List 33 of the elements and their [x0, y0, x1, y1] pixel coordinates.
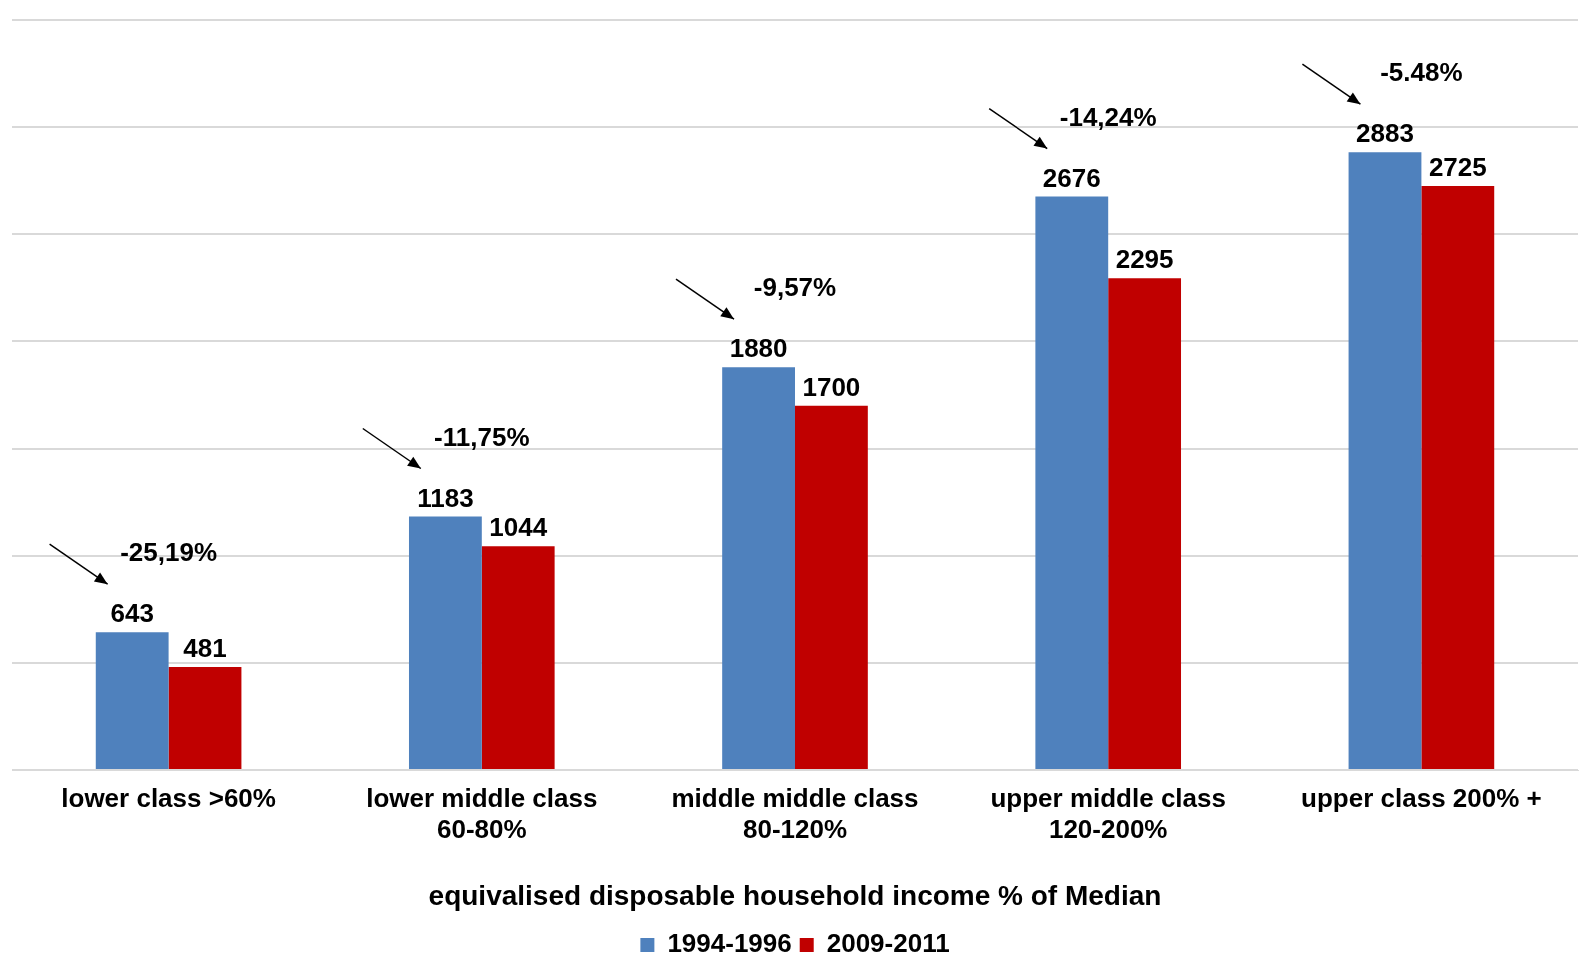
annotation: -5.48% [1380, 57, 1463, 88]
data-label: 2295 [1115, 244, 1174, 275]
bar [95, 632, 169, 769]
data-label: 2676 [1042, 162, 1101, 193]
annotation: -11,75% [434, 421, 530, 452]
x-tick-label: lower middle class 60-80% [366, 782, 598, 844]
data-label: 1880 [729, 333, 788, 364]
data-label: 481 [183, 633, 227, 664]
bar [1348, 152, 1422, 769]
x-tick-label: upper middle class 120-200% [990, 782, 1226, 844]
x-tick-label: middle middle class 80-120% [671, 782, 919, 844]
annotation: -25,19% [120, 537, 218, 568]
data-label: 1700 [802, 371, 861, 402]
x-tick-label: lower class >60% [61, 782, 276, 813]
x-tick-label: upper class 200% + [1301, 782, 1542, 813]
bar [1108, 278, 1182, 769]
data-label: 2883 [1356, 118, 1414, 149]
data-label: 1183 [417, 482, 474, 513]
annotation: -14,24% [1059, 101, 1157, 132]
data-label: 2725 [1428, 152, 1487, 183]
data-label: 643 [110, 598, 154, 629]
bar [795, 405, 868, 769]
bar [481, 546, 555, 769]
x-axis-title: equivalised disposable household income % of Median [428, 879, 1162, 911]
bar [722, 367, 795, 769]
data-label: 1044 [489, 512, 548, 543]
legend-label: 2009-2011 [826, 928, 950, 959]
bar [1035, 196, 1109, 769]
bar [168, 666, 242, 769]
legend-label: 1994-1996 [667, 928, 792, 959]
bar [1421, 186, 1495, 769]
bar [408, 516, 482, 769]
annotation: -9,57% [753, 272, 837, 303]
